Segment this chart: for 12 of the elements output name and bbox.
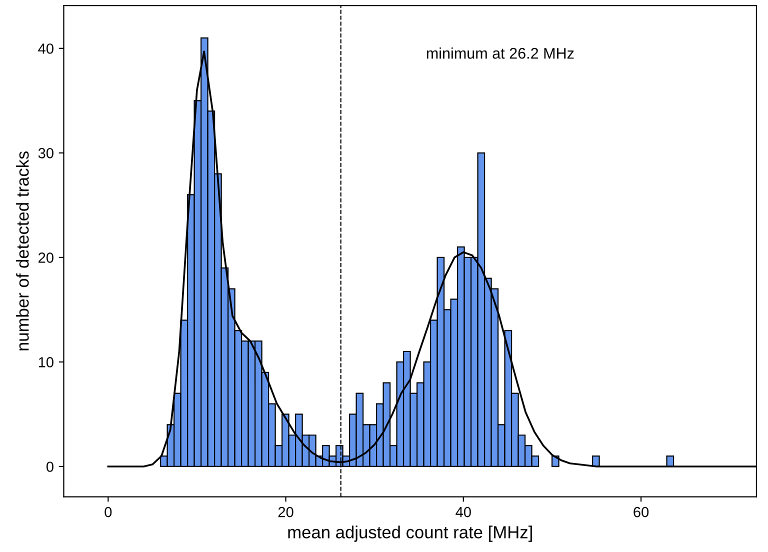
annotation: minimum at 26.2 MHz [426,48,574,59]
x-tick-label: 0 [104,506,112,518]
y-tick-label: 30 [38,148,54,158]
y-tick-label: 20 [38,252,54,263]
x-axis-title: mean adjusted count rate [MHz] [288,526,532,542]
x-tick-label: 60 [634,506,649,518]
x-tick-label: 20 [278,506,294,518]
y-axis-title: number of detected tracks [16,151,29,350]
y-tick-label: 10 [38,357,54,368]
x-tick-label: 40 [456,506,471,518]
y-tick-label: 0 [46,462,54,472]
y-tick-label: 40 [38,43,54,54]
